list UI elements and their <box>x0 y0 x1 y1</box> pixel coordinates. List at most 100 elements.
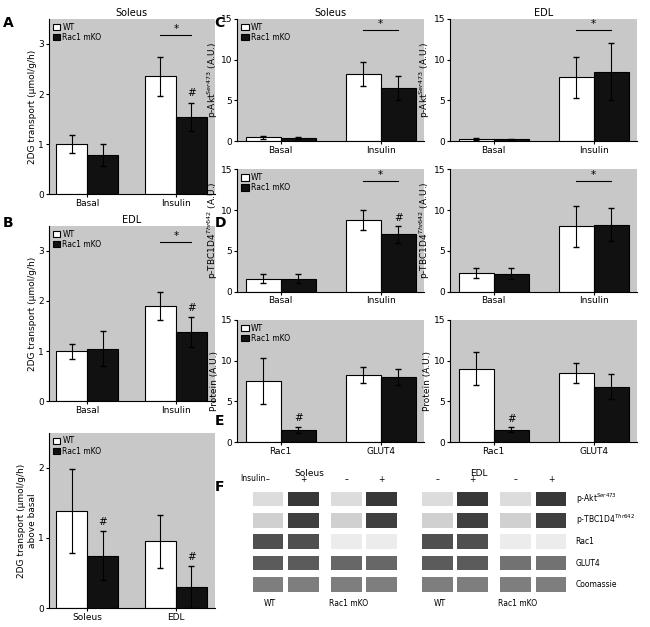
Bar <box>558 226 593 292</box>
Text: EDL: EDL <box>470 469 488 478</box>
Text: #: # <box>394 213 402 223</box>
Bar <box>288 577 318 592</box>
Bar <box>367 534 397 549</box>
Text: *: * <box>591 19 596 29</box>
Text: –: – <box>436 475 439 484</box>
Bar <box>459 139 493 141</box>
Bar <box>331 556 362 571</box>
Bar <box>536 534 566 549</box>
Bar <box>381 234 415 292</box>
Bar <box>457 534 488 549</box>
Bar <box>457 513 488 527</box>
Text: +: + <box>378 475 385 484</box>
Bar <box>331 577 362 592</box>
Bar <box>145 76 176 194</box>
Bar <box>367 556 397 571</box>
Bar <box>493 273 528 292</box>
Legend: WT, Rac1 mKO: WT, Rac1 mKO <box>51 435 103 457</box>
Y-axis label: p-TBC1D4$^{Thr642}$ (A.U.): p-TBC1D4$^{Thr642}$ (A.U.) <box>418 182 432 279</box>
Y-axis label: 2DG transport (μmol/g/h): 2DG transport (μmol/g/h) <box>28 256 37 371</box>
Bar <box>381 88 415 141</box>
Bar <box>459 369 493 442</box>
Bar <box>536 577 566 592</box>
Title: EDL: EDL <box>534 8 553 18</box>
Bar <box>253 513 283 527</box>
Bar <box>422 492 452 506</box>
Text: +: + <box>548 475 554 484</box>
Bar <box>87 349 118 401</box>
Bar <box>493 430 528 442</box>
Text: p-Akt$^{Ser473}$: p-Akt$^{Ser473}$ <box>575 492 616 506</box>
Bar <box>246 381 281 442</box>
Y-axis label: p-TBC1D4$^{Thr642}$ (A.U.): p-TBC1D4$^{Thr642}$ (A.U.) <box>205 182 220 279</box>
Bar <box>500 556 531 571</box>
Text: F: F <box>214 480 224 493</box>
Bar <box>422 577 452 592</box>
Bar <box>367 513 397 527</box>
Bar <box>331 534 362 549</box>
Legend: WT, Rac1 mKO: WT, Rac1 mKO <box>51 228 103 250</box>
Bar <box>288 513 318 527</box>
Text: Soleus: Soleus <box>294 469 324 478</box>
Bar <box>253 577 283 592</box>
Bar <box>500 492 531 506</box>
Bar <box>459 273 493 292</box>
Bar <box>536 513 566 527</box>
Text: #: # <box>187 303 196 313</box>
Bar <box>246 278 281 292</box>
Bar <box>457 577 488 592</box>
Bar <box>145 306 176 401</box>
Text: Insulin: Insulin <box>240 474 266 483</box>
Bar <box>145 542 176 608</box>
Bar <box>346 375 381 442</box>
Text: p-TBC1D4$^{Thr642}$: p-TBC1D4$^{Thr642}$ <box>575 513 634 527</box>
Bar <box>176 117 207 194</box>
Text: *: * <box>378 170 383 180</box>
Y-axis label: 2DG transport (μmol/g/h): 2DG transport (μmol/g/h) <box>28 50 37 164</box>
Text: #: # <box>507 414 515 424</box>
Bar <box>57 144 87 194</box>
Text: Coomassie: Coomassie <box>575 580 617 589</box>
Bar <box>457 492 488 506</box>
Bar <box>288 492 318 506</box>
Text: #: # <box>98 517 107 527</box>
Bar <box>176 587 207 608</box>
Text: WT: WT <box>265 599 276 608</box>
Text: C: C <box>214 16 225 29</box>
Bar <box>253 492 283 506</box>
Text: E: E <box>214 414 224 428</box>
Text: *: * <box>591 170 596 180</box>
Y-axis label: 2DG transport (μmol/g/h)
above basal: 2DG transport (μmol/g/h) above basal <box>18 463 37 577</box>
Legend: WT, Rac1 mKO: WT, Rac1 mKO <box>240 172 292 194</box>
Title: EDL: EDL <box>122 215 141 225</box>
Text: *: * <box>378 19 383 29</box>
Bar <box>253 534 283 549</box>
Bar <box>500 513 531 527</box>
Text: –: – <box>266 475 270 484</box>
Text: –: – <box>514 475 517 484</box>
Bar <box>281 278 316 292</box>
Text: B: B <box>3 216 14 230</box>
Text: Rac1: Rac1 <box>575 537 594 546</box>
Bar <box>281 430 316 442</box>
Bar <box>593 387 629 442</box>
Y-axis label: Protein (A.U.): Protein (A.U.) <box>211 351 220 411</box>
Bar <box>493 139 528 141</box>
Text: *: * <box>174 24 179 34</box>
Bar <box>422 556 452 571</box>
Bar <box>331 492 362 506</box>
Bar <box>500 534 531 549</box>
Bar <box>536 492 566 506</box>
Legend: WT, Rac1 mKO: WT, Rac1 mKO <box>240 21 292 43</box>
Legend: WT, Rac1 mKO: WT, Rac1 mKO <box>51 21 103 43</box>
Text: #: # <box>187 552 196 562</box>
Text: WT: WT <box>434 599 445 608</box>
Bar <box>457 556 488 571</box>
Text: –: – <box>344 475 348 484</box>
Bar <box>536 556 566 571</box>
Text: *: * <box>174 231 179 241</box>
Text: A: A <box>3 16 14 29</box>
Bar <box>246 137 281 141</box>
Bar <box>87 155 118 194</box>
Bar <box>593 72 629 141</box>
